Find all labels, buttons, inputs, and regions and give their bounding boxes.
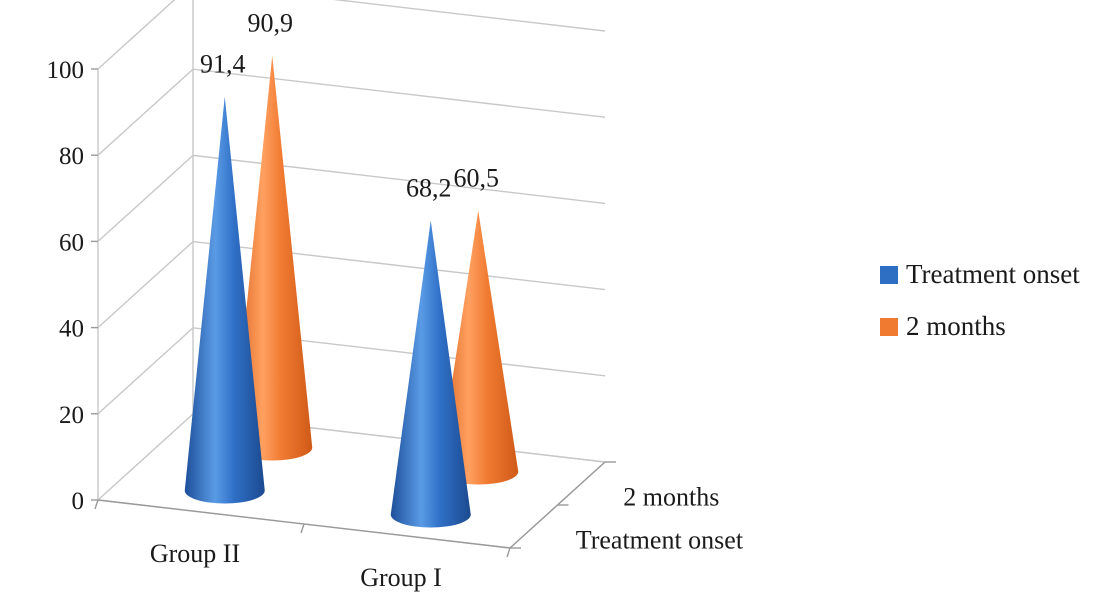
cone-treatment-onset-group-i bbox=[390, 220, 471, 528]
depth-tick-label-treatment-onset: Treatment onset bbox=[576, 526, 744, 555]
data-label-treatment-onset-group-ii: 91,4 bbox=[200, 50, 246, 79]
legend-label: 2 months bbox=[906, 311, 1006, 341]
legend-item-treatment-onset: Treatment onset bbox=[880, 259, 1080, 289]
x-tick-mark bbox=[506, 547, 511, 558]
legend-swatch bbox=[880, 318, 898, 336]
y-tick-label: 40 bbox=[59, 316, 84, 343]
cone-2-months-group-i bbox=[438, 210, 519, 485]
data-label-treatment-onset-group-i: 68,2 bbox=[406, 174, 452, 203]
y-tick-label: 0 bbox=[72, 488, 85, 515]
x-tick-mark bbox=[300, 523, 305, 534]
cone-treatment-onset-group-ii bbox=[184, 96, 265, 504]
x-tick-mark bbox=[94, 499, 99, 510]
data-label-2-months-group-i: 60,5 bbox=[454, 164, 500, 193]
gridline-40 bbox=[97, 240, 606, 329]
data-label-2-months-group-ii: 90,9 bbox=[248, 9, 294, 38]
gridline-100 bbox=[97, 0, 606, 70]
cone-2-months-group-ii bbox=[232, 55, 313, 461]
labels: 90,9 60,5 91,4 68,2 bbox=[200, 9, 499, 203]
legend: Treatment onset 2 months bbox=[880, 259, 1080, 341]
gridlines bbox=[97, 0, 606, 501]
cones bbox=[184, 55, 519, 528]
y-tick-label: 60 bbox=[59, 229, 84, 256]
x-tick-label-group-ii: Group II bbox=[150, 539, 240, 568]
gridline-60 bbox=[97, 154, 606, 242]
x-tick-label-group-i: Group I bbox=[360, 563, 442, 592]
floor-outline bbox=[97, 413, 607, 549]
gridline-0 bbox=[97, 413, 606, 501]
axes: 0 20 40 60 80 100 Group II Group I Treatment ons… bbox=[47, 57, 744, 592]
y-tick-label: 100 bbox=[47, 57, 85, 84]
gridline-80 bbox=[97, 68, 606, 156]
legend-item-2-months: 2 months bbox=[880, 311, 1006, 341]
y-tick-label: 80 bbox=[59, 143, 84, 170]
depth-tick-label-2-months: 2 months bbox=[623, 483, 719, 512]
legend-swatch bbox=[880, 266, 898, 284]
chart-walls bbox=[97, 0, 607, 549]
y-tick-label: 20 bbox=[59, 402, 84, 429]
legend-label: Treatment onset bbox=[906, 259, 1080, 289]
gridline-20 bbox=[97, 327, 606, 415]
